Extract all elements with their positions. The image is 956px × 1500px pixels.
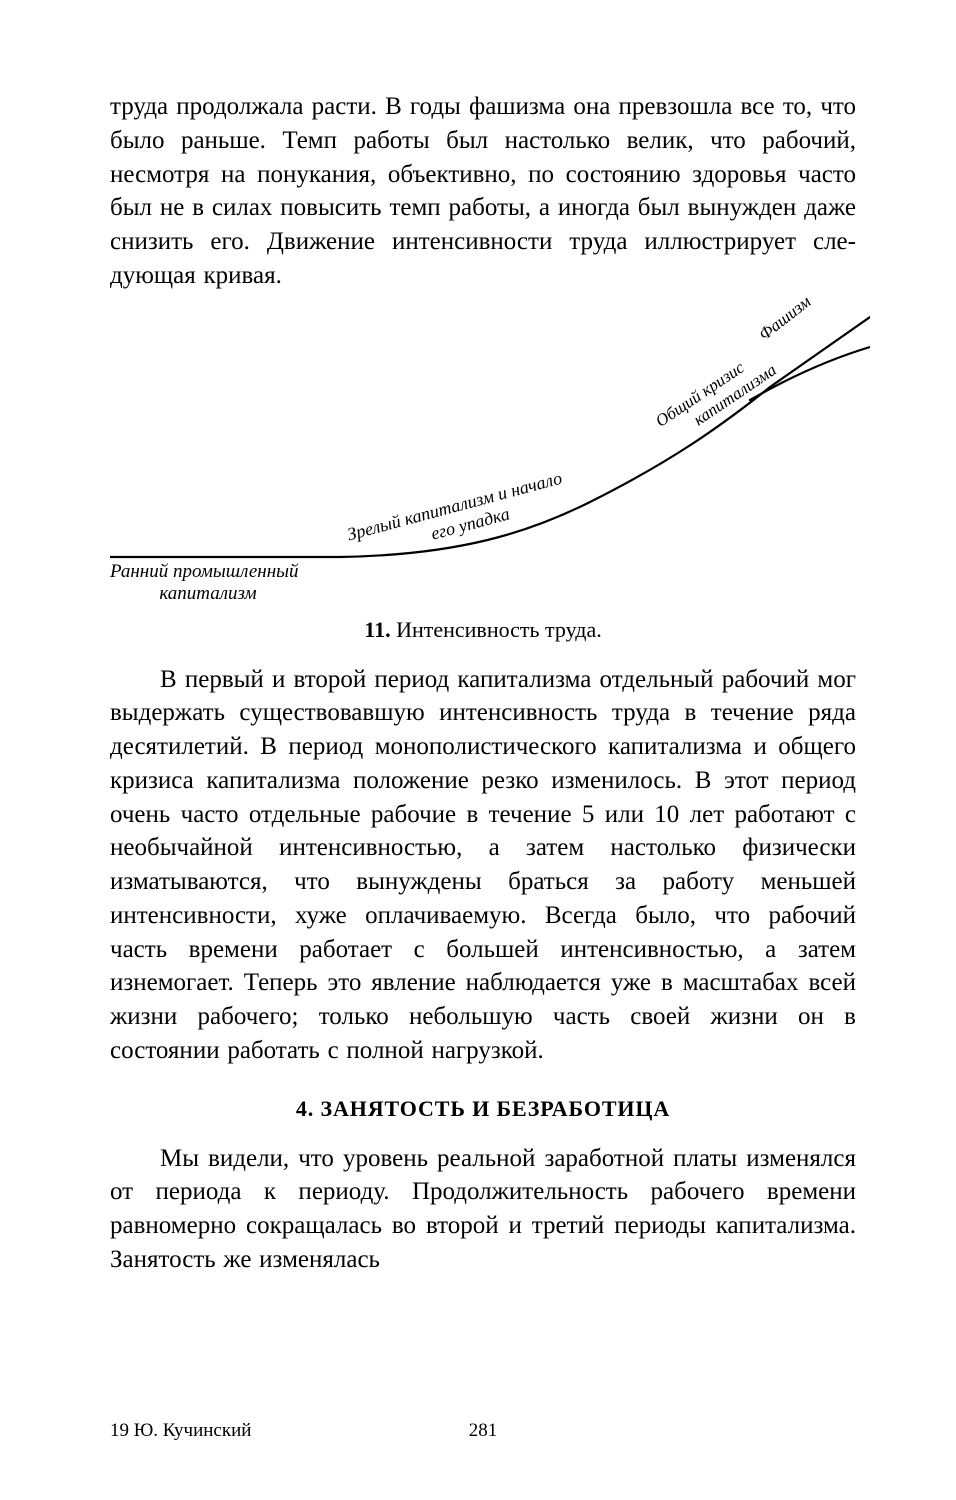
- figure-caption: 11. Интенсивность труда.: [110, 617, 856, 643]
- label-early-capitalism: Ранний промышленный капитализм: [110, 561, 299, 605]
- paragraph-3: Мы видели, что уровень реальной заработн…: [110, 1142, 856, 1277]
- label-early-line2: капитализм: [159, 583, 256, 604]
- caption-number: 11.: [364, 617, 390, 642]
- paragraph-2: В первый и второй период капитализма отд…: [110, 663, 856, 1068]
- caption-text: Интенсивность труда.: [396, 617, 602, 642]
- label-early-line1: Ранний промышленный: [110, 561, 299, 582]
- section-heading: 4. ЗАНЯТОСТЬ И БЕЗРАБОТИЦА: [110, 1096, 856, 1122]
- figure-labor-intensity: Ранний промышленный капитализм Зрелый ка…: [110, 307, 870, 607]
- page-number: 281: [110, 1420, 856, 1442]
- paragraph-1: труда продолжала расти. В годы фашизма о…: [110, 90, 856, 293]
